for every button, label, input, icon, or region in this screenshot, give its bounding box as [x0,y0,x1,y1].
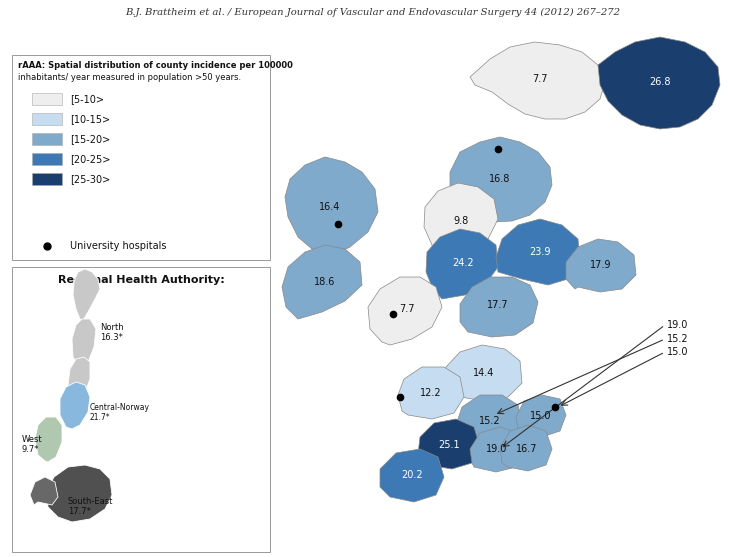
Text: [15-20>: [15-20> [70,134,110,144]
Bar [32,133,62,145]
Text: West: West [22,434,43,443]
Polygon shape [460,277,538,337]
Polygon shape [566,239,636,292]
Polygon shape [470,427,524,472]
Text: 17.7*: 17.7* [68,507,91,516]
Text: 23.9: 23.9 [529,247,551,257]
Polygon shape [46,465,112,522]
Text: University hospitals: University hospitals [70,241,166,251]
Text: 15.0: 15.0 [667,347,689,357]
Polygon shape [500,425,552,471]
Polygon shape [60,382,90,429]
Text: Regional Health Authority:: Regional Health Authority: [57,275,225,285]
Text: 16.4: 16.4 [319,202,341,212]
Text: 25.1: 25.1 [438,440,460,450]
Text: 15.0: 15.0 [530,411,552,421]
Text: North: North [100,323,124,331]
Text: 17.7: 17.7 [487,300,509,310]
Polygon shape [598,37,720,129]
Text: 16.7: 16.7 [516,444,538,454]
Text: 20.2: 20.2 [401,470,423,480]
Bar [32,153,62,165]
Bar [12,55,270,260]
Text: 12.2: 12.2 [420,388,442,398]
Text: 21.7*: 21.7* [90,413,110,422]
Text: [25-30>: [25-30> [70,174,110,184]
Text: 19.0: 19.0 [486,444,508,454]
Text: Central-Norway: Central-Norway [90,403,150,412]
Polygon shape [418,419,480,469]
Text: [10-15>: [10-15> [70,114,110,124]
Text: 16.3*: 16.3* [100,333,123,341]
Polygon shape [516,395,566,437]
Bar [32,113,62,125]
Polygon shape [35,417,62,462]
Text: 9.7*: 9.7* [22,444,40,453]
Text: 19.0: 19.0 [667,320,689,330]
Text: 7.7: 7.7 [399,304,415,314]
Polygon shape [470,42,605,119]
Text: 17.9: 17.9 [590,260,612,270]
Text: 9.8: 9.8 [454,216,468,226]
Text: 18.6: 18.6 [314,277,336,287]
Text: [5-10>: [5-10> [70,94,104,104]
Polygon shape [456,395,522,447]
Polygon shape [398,367,464,419]
Text: [20-25>: [20-25> [70,154,110,164]
Polygon shape [424,183,498,257]
Polygon shape [426,229,498,299]
Text: rAAA: Spatial distribution of county incidence per 100000: rAAA: Spatial distribution of county inc… [18,61,293,70]
Polygon shape [282,245,362,319]
Bar [32,173,62,185]
Bar [12,267,270,552]
Text: 15.2: 15.2 [667,334,689,344]
Polygon shape [285,157,378,257]
Polygon shape [368,277,442,345]
Polygon shape [450,137,552,222]
Text: 15.2: 15.2 [479,416,501,426]
Polygon shape [72,319,96,367]
Bar [32,93,62,105]
Text: 24.2: 24.2 [452,258,474,268]
Polygon shape [496,219,580,285]
Text: 7.7: 7.7 [532,74,548,84]
Text: 16.8: 16.8 [489,174,511,184]
Polygon shape [445,345,522,401]
Polygon shape [73,269,100,322]
Text: 26.8: 26.8 [649,77,671,87]
Polygon shape [380,449,444,502]
Polygon shape [68,357,90,402]
Polygon shape [30,477,58,505]
Text: 14.4: 14.4 [473,368,495,378]
Text: B.J. Brattheim et al. / European Journal of Vascular and Endovascular Surgery 44: B.J. Brattheim et al. / European Journal… [125,8,621,17]
Text: inhabitants/ year measured in population >50 years.: inhabitants/ year measured in population… [18,73,241,82]
Text: South-East: South-East [68,497,113,506]
